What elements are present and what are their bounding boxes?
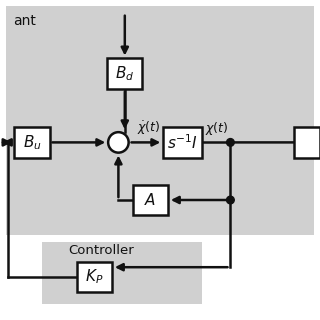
Bar xyxy=(163,127,202,158)
Text: $\chi(t)$: $\chi(t)$ xyxy=(205,120,228,137)
Text: Controller: Controller xyxy=(68,244,134,257)
Bar xyxy=(294,127,320,158)
Bar xyxy=(14,127,50,158)
Text: $s^{-1}I$: $s^{-1}I$ xyxy=(167,133,198,152)
Text: $B_d$: $B_d$ xyxy=(115,64,134,83)
Text: $A$: $A$ xyxy=(144,192,156,208)
Text: $\dot{\chi}(t)$: $\dot{\chi}(t)$ xyxy=(137,119,160,137)
Text: $B_u$: $B_u$ xyxy=(23,133,41,152)
Text: ant: ant xyxy=(13,14,36,28)
Bar xyxy=(133,185,168,215)
Bar xyxy=(107,59,142,89)
Bar xyxy=(6,6,314,235)
Circle shape xyxy=(108,132,129,153)
Bar xyxy=(42,242,202,304)
Circle shape xyxy=(227,196,234,204)
Bar xyxy=(77,262,112,292)
Text: $K_P$: $K_P$ xyxy=(85,268,104,286)
Circle shape xyxy=(227,139,234,146)
